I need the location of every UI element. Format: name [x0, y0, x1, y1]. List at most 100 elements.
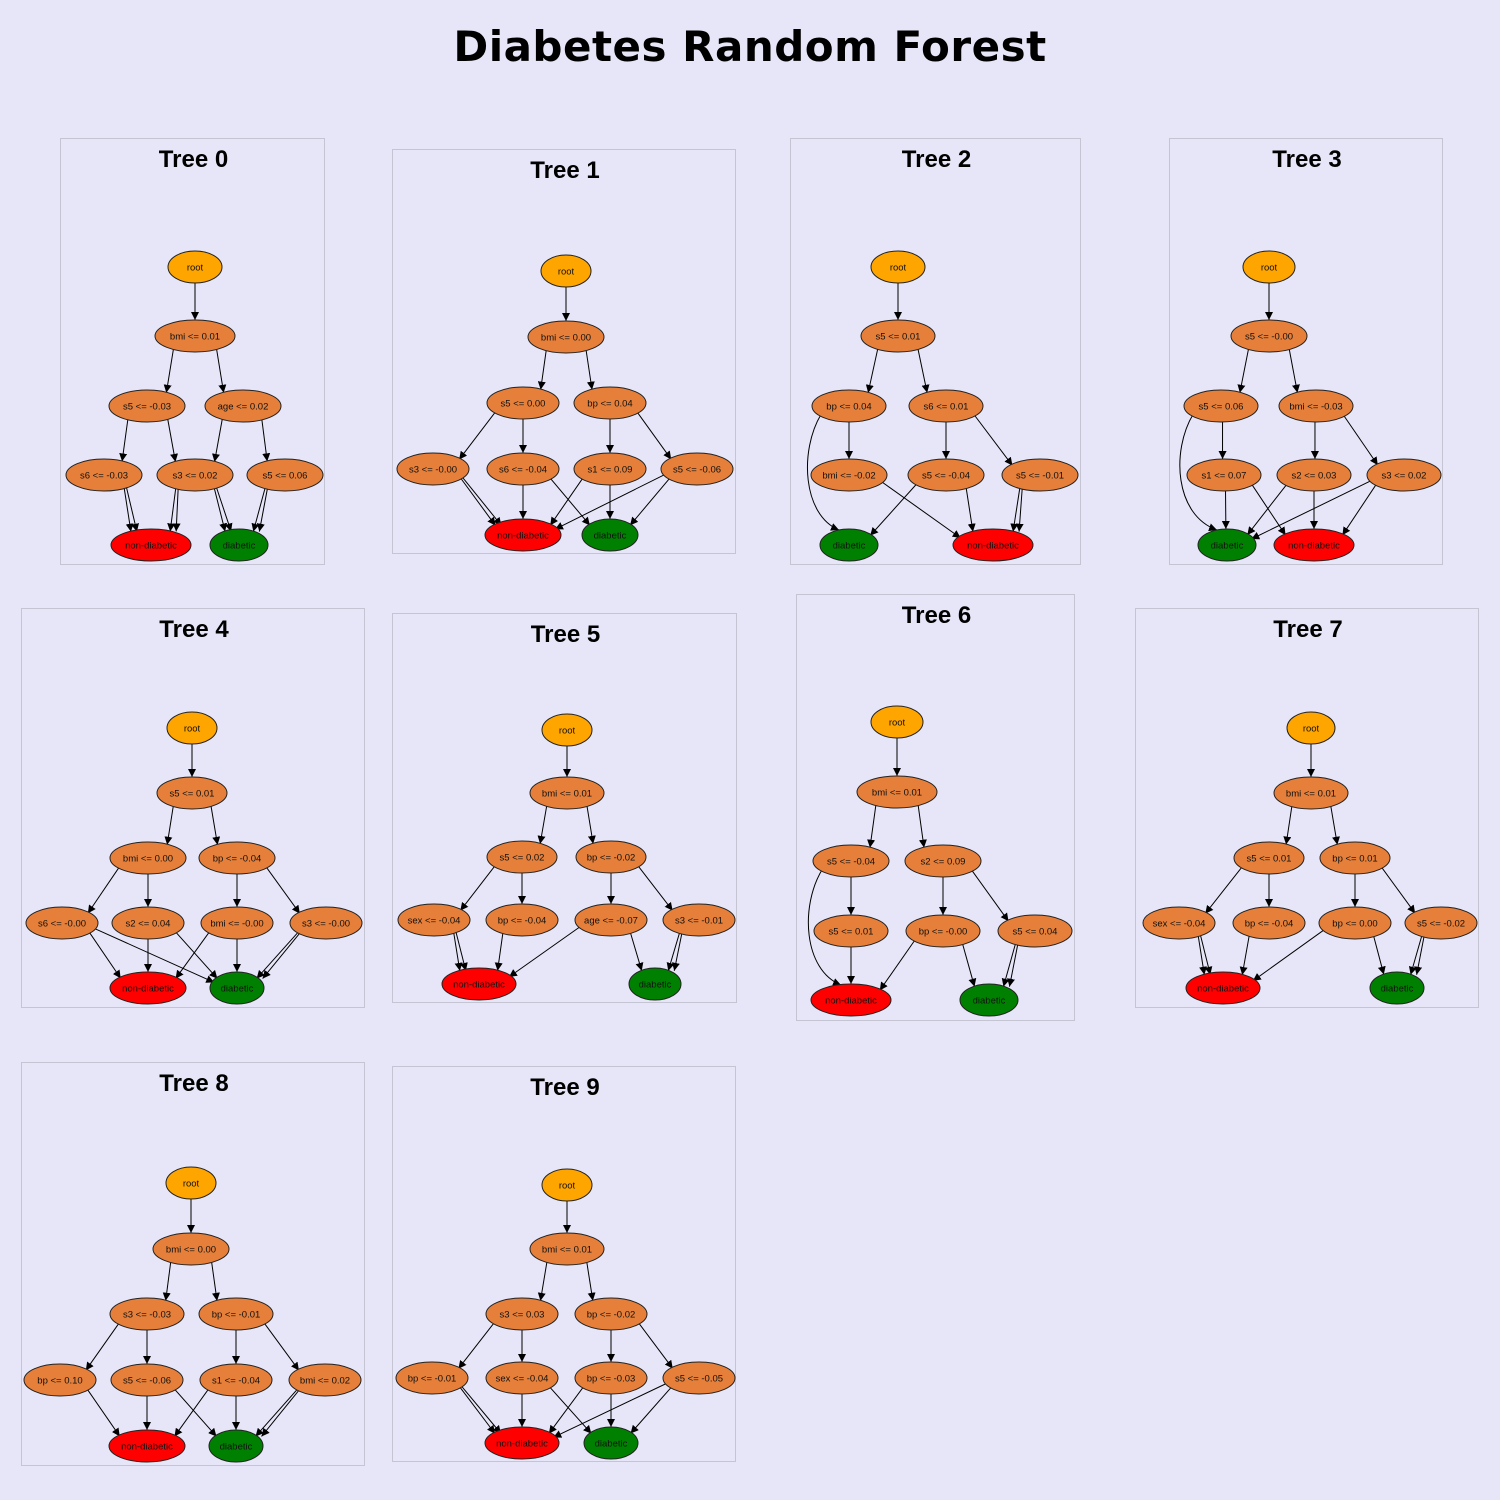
tree-edge: [971, 869, 1009, 922]
node-label: bp <= -0.04: [1245, 919, 1294, 930]
node-label: sex <= -0.04: [408, 916, 461, 927]
tree-edge: [1001, 943, 1016, 987]
tree-diagram-9: Tree 9 root bmi <= 0.01 s3 <= 0.03 bp <= -0.…: [395, 1074, 736, 1460]
split-node: age <= -0.07: [574, 903, 648, 937]
node-label: bp <= -0.02: [587, 1310, 636, 1321]
tree-edge-curved: [807, 413, 840, 531]
node-label: root: [559, 1181, 576, 1192]
tree-edge: [175, 931, 210, 979]
split-node: s5 <= 0.06: [246, 458, 324, 492]
tree-diagram-0: Tree 0 root bmi <= 0.01 s5 <= -0.03 age <= 0…: [65, 146, 324, 562]
node-label: bp <= 0.01: [1332, 854, 1377, 865]
split-node: bmi <= -0.00: [200, 906, 274, 940]
tree-title: Tree 8: [159, 1070, 228, 1097]
node-label: non-diabetic: [496, 1439, 548, 1450]
node-label: non-diabetic: [121, 1442, 173, 1453]
tree-diagram-5: Tree 5 root bmi <= 0.01 s5 <= 0.02 bp <= -0.…: [397, 621, 736, 1001]
main-title: Diabetes Random Forest: [453, 22, 1047, 71]
split-node: bp <= 0.04: [811, 389, 887, 423]
node-label: bmi <= -0.00: [210, 919, 263, 930]
tree-edge: [262, 931, 302, 979]
edges: [453, 745, 683, 978]
tree-panel-5: Tree 5 root bmi <= 0.01 s5 <= 0.02 bp <= -0.…: [392, 613, 737, 1003]
nodes: root s5 <= 0.01 bmi <= 0.00 bp <= -0.04 s6 <…: [25, 711, 363, 1005]
split-node: s3 <= -0.03: [109, 1297, 185, 1331]
root-node: root: [167, 250, 223, 284]
diabetic-leaf: diabetic: [1369, 971, 1425, 1005]
split-node: s5 <= -0.03: [108, 389, 186, 423]
split-node: s3 <= 0.03: [485, 1297, 559, 1331]
tree-edge: [1342, 484, 1377, 536]
split-node: s5 <= -0.06: [660, 452, 734, 486]
root-node: root: [540, 254, 592, 288]
tree-edge: [537, 805, 548, 844]
edges: [119, 282, 271, 532]
node-label: s5 <= 0.01: [1247, 854, 1292, 865]
split-node: s1 <= 0.09: [573, 452, 647, 486]
tree-panel-3: Tree 3 root s5 <= -0.00 s5 <= 0.06 bmi <= -0…: [1169, 138, 1443, 565]
tree-edge: [93, 927, 215, 983]
tree-edge: [162, 1261, 172, 1301]
node-label: bmi <= 0.00: [123, 854, 173, 865]
edges: [807, 737, 1019, 991]
tree-edge: [629, 477, 671, 526]
tree-edge: [256, 931, 299, 979]
diabetic-leaf: diabetic: [209, 971, 265, 1005]
nodes: root s5 <= 0.01 bp <= 0.04 s6 <= 0.01 bmi <=…: [810, 250, 1079, 562]
tree-title: Tree 9: [530, 1074, 599, 1101]
split-node: bmi <= 0.00: [527, 320, 605, 354]
split-node: bp <= 0.04: [573, 386, 647, 420]
split-node: bp <= -0.04: [198, 841, 276, 875]
split-node: bp <= -0.04: [1232, 906, 1306, 940]
non-diabetic-leaf: non-diabetic: [952, 528, 1034, 562]
node-label: age <= 0.02: [218, 402, 269, 413]
tree-edge: [215, 348, 227, 393]
node-label: s5 <= 0.01: [170, 789, 215, 800]
tree-edge: [261, 1388, 301, 1437]
node-label: bmi <= 0.02: [300, 1376, 350, 1387]
node-label: s5 <= -0.01: [1016, 471, 1064, 482]
split-node: s5 <= -0.04: [812, 844, 890, 878]
node-label: non-diabetic: [967, 541, 1019, 552]
tree-edge: [175, 931, 218, 979]
non-diabetic-leaf: non-diabetic: [1185, 971, 1261, 1005]
split-node: bp <= -0.03: [574, 1361, 648, 1395]
tree-edge: [537, 1261, 548, 1301]
tree-edge: [1373, 935, 1386, 975]
split-node: s6 <= -0.03: [65, 458, 143, 492]
node-label: s5 <= -0.06: [123, 1376, 171, 1387]
tree-edge: [1239, 935, 1250, 976]
split-node: bp <= -0.04: [485, 903, 559, 937]
tree-edge: [453, 932, 463, 971]
non-diabetic-leaf: non-diabetic: [108, 1429, 186, 1463]
node-label: s5 <= -0.04: [827, 857, 875, 868]
split-node: bmi <= -0.02: [810, 458, 888, 492]
node-label: non-diabetic: [453, 980, 505, 991]
nodes: root s5 <= -0.00 s5 <= 0.06 bmi <= -0.03 s1 …: [1183, 250, 1442, 562]
node-label: bmi <= 0.01: [170, 332, 220, 343]
tree-edge: [174, 1388, 217, 1437]
node-label: bp <= 0.04: [587, 399, 632, 410]
split-node: s5 <= 0.01: [860, 319, 936, 353]
tree-edge: [637, 865, 674, 911]
tree-edge: [211, 1261, 220, 1301]
node-label: root: [184, 724, 201, 735]
tree-edge: [867, 804, 877, 848]
node-label: bp <= -0.04: [498, 916, 547, 927]
node-label: bmi <= 0.01: [1286, 789, 1336, 800]
tree-edge: [210, 805, 221, 845]
tree-edge: [630, 1386, 672, 1434]
tree-edge: [86, 1388, 121, 1437]
tree-edge: [586, 1261, 596, 1301]
node-label: root: [183, 1179, 200, 1190]
node-label: s5 <= 0.00: [501, 399, 546, 410]
diabetic-leaf: diabetic: [1197, 528, 1257, 562]
nodes: root bmi <= 0.01 s5 <= -0.04 s2 <= 0.09 s5 <…: [810, 705, 1073, 1017]
root-node: root: [870, 250, 926, 284]
node-label: s6 <= 0.01: [924, 402, 969, 413]
node-label: non-diabetic: [1197, 984, 1249, 995]
tree-edge: [917, 348, 930, 393]
split-node: s5 <= 0.01: [156, 776, 228, 810]
tree-edge: [460, 477, 496, 526]
tree-edge: [879, 939, 916, 991]
